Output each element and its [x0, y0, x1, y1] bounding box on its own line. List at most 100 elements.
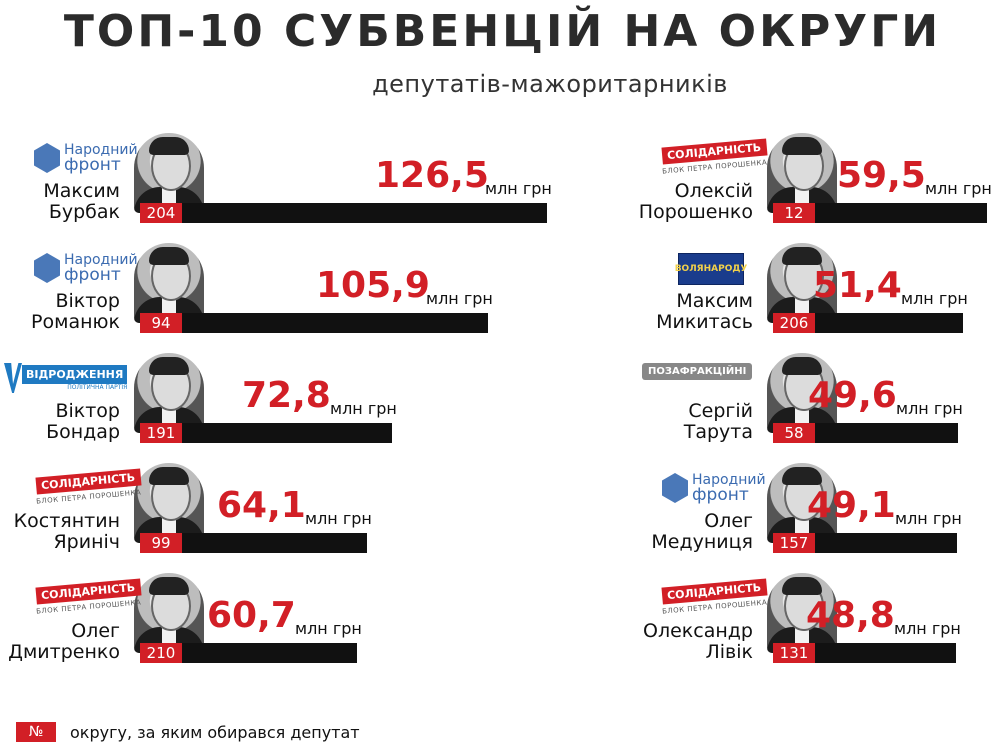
value-bar: [182, 533, 367, 553]
first-name: Максим: [676, 290, 753, 312]
value-bar: [182, 643, 357, 663]
logo-text: Народний фронт: [64, 142, 138, 174]
value-unit: млн грн: [895, 509, 962, 528]
deputy-name: Костянтин Яриніч: [14, 511, 120, 553]
portrait-photo: [134, 133, 204, 213]
logo-text: ВОЛЯ НАРОДУ: [675, 253, 747, 285]
portrait-photo: [767, 243, 837, 323]
first-name: Олег: [71, 620, 120, 642]
logo-text: ПОЗАФРАКЦІЙНІ: [642, 363, 753, 380]
deputy-name: Олексій Порошенко: [639, 181, 753, 223]
logo-line: фронт: [64, 265, 121, 285]
last-name: Дмитренко: [8, 641, 120, 663]
first-name: Олексій: [674, 180, 753, 202]
deputy-name: Олег Медуниця: [651, 511, 753, 553]
value-unit: млн грн: [901, 289, 968, 308]
logo-block: ВІДРОДЖЕННЯ ПОЛІТИЧНА ПАРТІЯ: [22, 365, 128, 391]
value-label: 49,6: [808, 375, 897, 416]
district-badge: 12: [773, 203, 815, 223]
value-unit: млн грн: [896, 399, 963, 418]
district-badge: 210: [140, 643, 182, 663]
party-logo: СОЛІДАРНІСТЬ БЛОК ПЕТРА ПОРОШЕНКА: [661, 138, 768, 176]
logo-line: Народний: [64, 252, 138, 268]
party-logo: СОЛІДАРНІСТЬ БЛОК ПЕТРА ПОРОШЕНКА: [661, 578, 768, 616]
deputy-name: Максим Микитась: [656, 291, 753, 333]
portrait-photo: [134, 353, 204, 433]
last-name: Микитась: [656, 311, 753, 333]
value-unit: млн грн: [894, 619, 961, 638]
value-unit: млн грн: [295, 619, 362, 638]
vid-emblem-icon: [4, 363, 22, 393]
value-label: 72,8: [242, 375, 331, 416]
value-bar: [182, 203, 547, 223]
value-bar: [815, 533, 957, 553]
portrait-hair: [149, 247, 189, 265]
value-bar: [815, 423, 958, 443]
district-badge: 131: [773, 643, 815, 663]
last-name: Медуниця: [651, 531, 753, 553]
value-label: 59,5: [837, 155, 926, 196]
value-unit: млн грн: [330, 399, 397, 418]
legend-text: округу, за яким обирався депутат: [70, 723, 360, 742]
deputy-name: Максим Бурбак: [43, 181, 120, 223]
last-name: Яриніч: [53, 531, 120, 553]
first-name: Олег: [704, 510, 753, 532]
value-unit: млн грн: [925, 179, 992, 198]
value-bar: [182, 423, 392, 443]
value-unit: млн грн: [485, 179, 552, 198]
portrait-hair: [782, 467, 822, 485]
portrait-photo: [767, 133, 837, 213]
deputy-name: Віктор Романюк: [31, 291, 120, 333]
portrait-photo: [134, 573, 204, 653]
district-badge: 94: [140, 313, 182, 333]
logo-line: Народний: [64, 142, 138, 158]
logo-text: Народний фронт: [692, 473, 766, 505]
legend-badge: №: [16, 722, 56, 742]
party-logo: СОЛІДАРНІСТЬ БЛОК ПЕТРА ПОРОШЕНКА: [35, 468, 142, 506]
district-badge: 191: [140, 423, 182, 443]
value-bar: [815, 313, 963, 333]
portrait-hair: [149, 577, 189, 595]
last-name: Порошенко: [638, 201, 753, 223]
party-logo: Народний фронт: [662, 473, 766, 505]
first-name: Віктор: [55, 290, 120, 312]
district-badge: 206: [773, 313, 815, 333]
portrait-hair: [782, 357, 822, 375]
value-bar: [815, 643, 956, 663]
first-name: Олександр: [643, 620, 753, 642]
value-label: 60,7: [207, 595, 296, 636]
deputy-name: Олег Дмитренко: [8, 621, 120, 663]
portrait-hair: [149, 137, 189, 155]
first-name: Костянтин: [13, 510, 120, 532]
last-name: Романюк: [31, 311, 120, 333]
portrait-photo: [134, 243, 204, 323]
portrait-hair: [149, 467, 189, 485]
party-logo: ПОЗАФРАКЦІЙНІ: [642, 363, 753, 380]
portrait-photo: [134, 463, 204, 543]
deputy-name: Олександр Лівік: [643, 621, 753, 663]
chart-subtitle: депутатів-мажоритарників: [372, 70, 728, 98]
logo-subtext: ПОЛІТИЧНА ПАРТІЯ: [67, 384, 128, 391]
portrait-hair: [782, 577, 822, 595]
value-unit: млн грн: [426, 289, 493, 308]
last-name: Бондар: [46, 421, 120, 443]
value-label: 64,1: [217, 485, 306, 526]
party-logo: ВОЛЯ НАРОДУ: [675, 253, 747, 285]
last-name: Тарута: [683, 421, 753, 443]
last-name: Лівік: [705, 641, 753, 663]
party-logo: СОЛІДАРНІСТЬ БЛОК ПЕТРА ПОРОШЕНКА: [35, 578, 142, 616]
nf-emblem-icon: [662, 473, 688, 503]
party-logo: Народний фронт: [34, 252, 138, 285]
last-name: Бурбак: [48, 201, 120, 223]
value-unit: млн грн: [305, 509, 372, 528]
logo-line: фронт: [692, 485, 749, 505]
district-badge: 157: [773, 533, 815, 553]
value-label: 49,1: [807, 485, 896, 526]
party-logo: Народний фронт: [34, 142, 138, 174]
logo-text: ВІДРОДЖЕННЯ: [22, 365, 128, 384]
chart-title: ТОП-10 СУБВЕНЦІЙ НА ОКРУГИ: [63, 6, 942, 57]
portrait-photo: [767, 573, 837, 653]
nf-emblem-icon: [34, 253, 60, 283]
value-bar: [182, 313, 488, 333]
district-badge: 58: [773, 423, 815, 443]
